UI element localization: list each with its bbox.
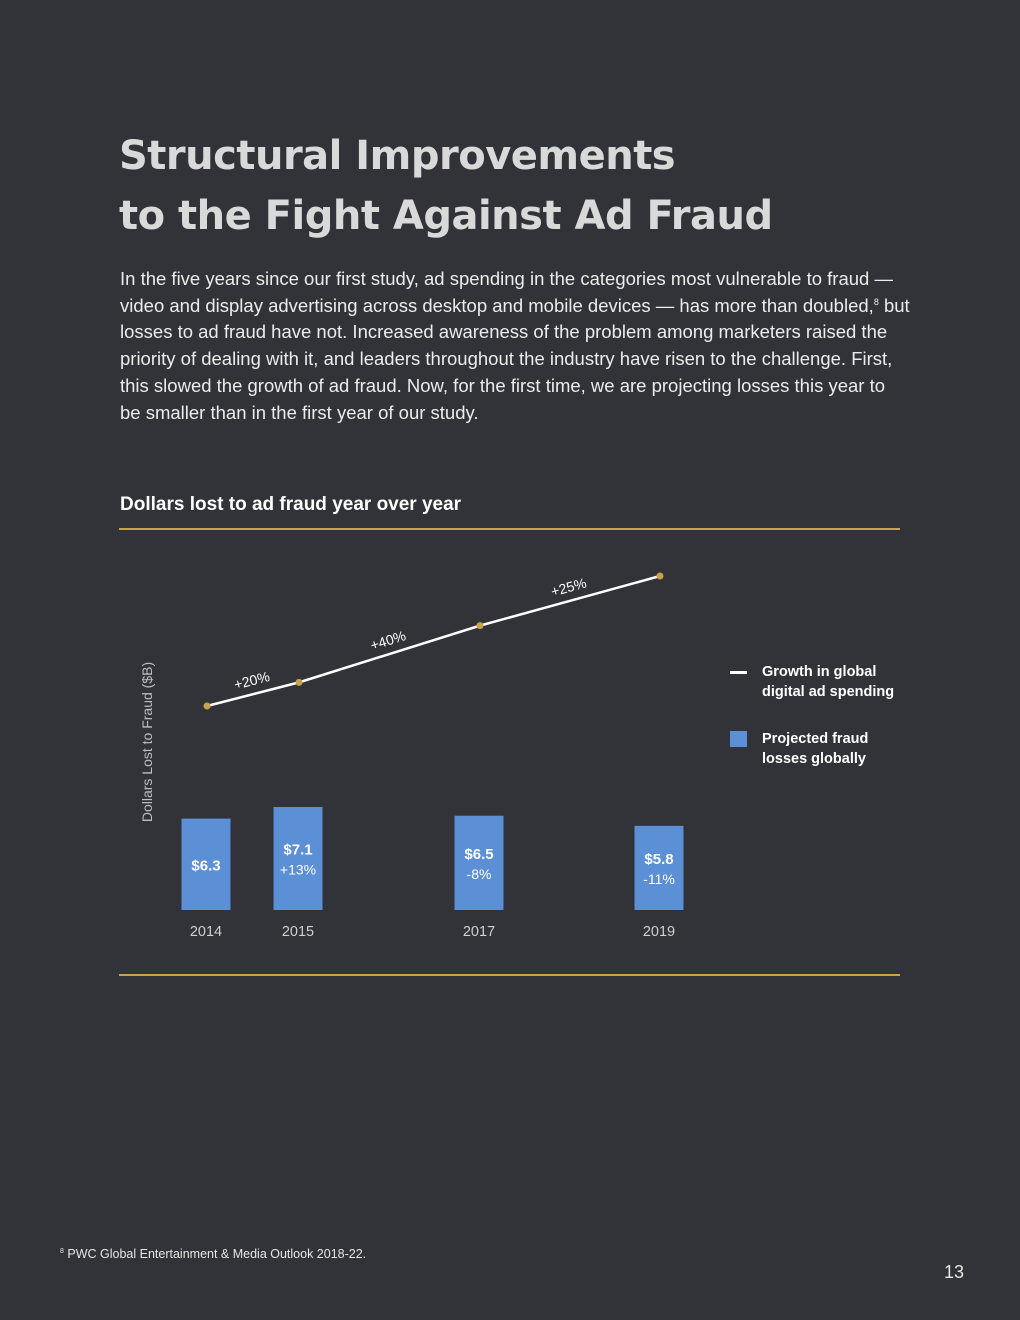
growth-point-2014	[203, 702, 211, 710]
page-title: Structural Improvements to the Fight Aga…	[119, 126, 773, 246]
growth-point-2017	[476, 622, 484, 630]
bar-value-label-2019: $5.8	[644, 851, 673, 868]
footnote-reference[interactable]: 8	[873, 296, 879, 307]
legend-bar-swatch	[730, 731, 747, 747]
bar-change-label-2015: +13%	[280, 862, 316, 878]
x-tick-label-2019: 2019	[643, 924, 675, 940]
ad-spending-growth-line	[206, 574, 661, 708]
page-title-line-2: to the Fight Against Ad Fraud	[119, 193, 773, 239]
bar-2014	[181, 818, 231, 910]
bar-change-label-2019: -11%	[643, 871, 675, 887]
growth-segment-label-3: +25%	[549, 574, 588, 599]
footnote: 8 PWC Global Entertainment & Media Outlo…	[60, 1247, 366, 1261]
legend-label-ad-spending: Growth in global digital ad spending	[762, 664, 895, 700]
x-tick-label-2017: 2017	[463, 924, 495, 940]
footnote-marker: 8	[60, 1248, 64, 1255]
chart-bottom-rule	[119, 974, 900, 976]
page-title-line-1: Structural Improvements	[119, 133, 676, 179]
bar-2019	[634, 825, 684, 910]
footnote-text: PWC Global Entertainment & Media Outlook…	[63, 1247, 367, 1261]
bar-value-label-2014: $6.3	[191, 857, 220, 874]
bar-2015	[273, 807, 323, 910]
chart-title: Dollars lost to ad fraud year over year	[120, 494, 462, 515]
intro-text-part-1: In the five years since our first study,…	[120, 268, 893, 316]
x-tick-label-2014: 2014	[190, 924, 222, 940]
fraud-chart: $6.3 2014 $7.1 +13% 2015 $6.5 -8% 2017 $5.8 -11% 2…	[181, 572, 684, 940]
growth-segment-label-1: +20%	[232, 668, 271, 693]
growth-point-2015	[295, 678, 303, 686]
legend-line-swatch	[730, 671, 747, 674]
intro-text-part-2: but losses to ad fraud have not. Increas…	[120, 294, 910, 423]
y-axis-label: Dollars Lost to Fraud ($B)	[139, 661, 155, 823]
bar-value-label-2017: $6.5	[464, 846, 493, 863]
x-tick-label-2015: 2015	[282, 924, 314, 940]
page-number: 13	[944, 1262, 965, 1282]
intro-paragraph: In the five years since our first study,…	[120, 266, 910, 426]
bar-value-label-2015: $7.1	[283, 842, 312, 859]
bar-2017	[454, 815, 504, 910]
legend-label-fraud-losses: Projected fraud losses globally	[762, 731, 869, 767]
chart-top-rule	[119, 528, 900, 530]
bar-change-label-2017: -8%	[467, 866, 492, 882]
growth-point-2019	[656, 572, 664, 580]
